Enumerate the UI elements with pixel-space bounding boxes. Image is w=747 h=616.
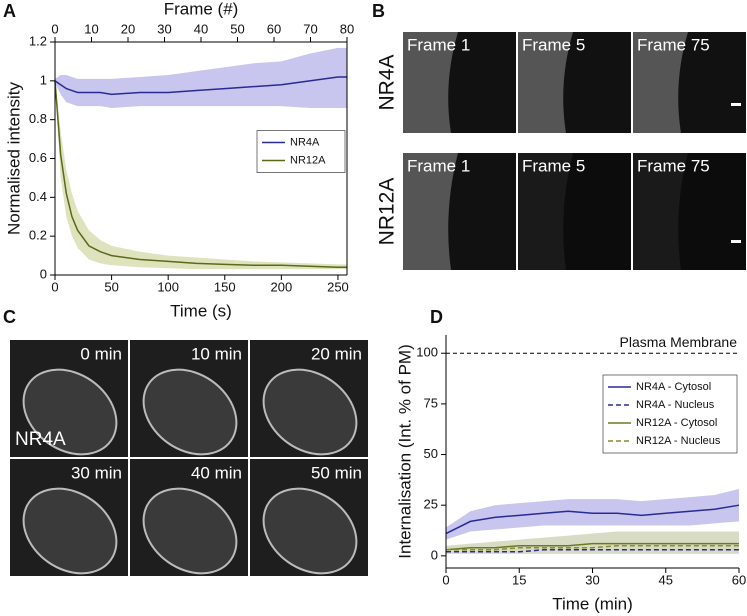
y-tick-label: 50 bbox=[424, 446, 438, 461]
legend-label: NR4A - Cytosol bbox=[636, 381, 711, 393]
time-label: 40 min bbox=[191, 463, 242, 482]
x-tick-label: 50 bbox=[104, 279, 118, 294]
cell bbox=[262, 368, 358, 456]
x-tick-label: 0 bbox=[442, 572, 449, 587]
x-axis-title: Time (min) bbox=[552, 594, 633, 613]
error-band bbox=[55, 78, 347, 270]
x2-tick-label: 60 bbox=[267, 21, 281, 36]
error-band bbox=[446, 488, 739, 540]
y-tick-label: 0 bbox=[40, 266, 47, 281]
cell-region bbox=[448, 153, 516, 270]
y-tick-label: 0.8 bbox=[29, 111, 47, 126]
frame-label: Frame 5 bbox=[522, 35, 585, 54]
x2-tick-label: 20 bbox=[121, 21, 135, 36]
cell-label: NR4A bbox=[15, 429, 66, 450]
panel-label: C bbox=[3, 307, 16, 327]
y-tick-label: 1 bbox=[40, 72, 47, 87]
panel-label: A bbox=[3, 1, 16, 21]
scale-bar bbox=[731, 103, 741, 106]
cell-region bbox=[563, 32, 631, 133]
x2-tick-label: 30 bbox=[157, 21, 171, 36]
x-tick-label: 250 bbox=[327, 279, 349, 294]
y-tick-label: 0 bbox=[431, 547, 438, 562]
x2-tick-label: 50 bbox=[230, 21, 244, 36]
cell bbox=[142, 487, 238, 575]
x-tick-label: 15 bbox=[512, 572, 526, 587]
reference-label: Plasma Membrane bbox=[620, 334, 738, 350]
x2-tick-label: 40 bbox=[194, 21, 208, 36]
y-axis-title: Normalised intensity bbox=[4, 81, 23, 235]
legend-label: NR12A bbox=[290, 154, 326, 166]
frame-label: Frame 1 bbox=[407, 156, 470, 175]
x2-tick-label: 70 bbox=[303, 21, 317, 36]
x2-tick-label: 80 bbox=[340, 21, 354, 36]
time-label: 30 min bbox=[71, 463, 122, 482]
y-tick-label: 0.2 bbox=[29, 228, 47, 243]
row-label: NR12A bbox=[376, 178, 399, 246]
x2-tick-label: 10 bbox=[84, 21, 98, 36]
time-label: 20 min bbox=[311, 344, 362, 363]
cell bbox=[262, 487, 358, 575]
cell bbox=[142, 368, 238, 456]
y-tick-label: 100 bbox=[416, 345, 438, 360]
legend bbox=[602, 374, 738, 454]
line bbox=[445, 542, 739, 551]
panel-label: D bbox=[430, 307, 443, 327]
frame-label: Frame 1 bbox=[407, 35, 470, 54]
x-tick-label: 60 bbox=[732, 572, 746, 587]
x-tick-label: 200 bbox=[271, 279, 293, 294]
x2-axis-title: Frame (#) bbox=[164, 0, 239, 18]
line bbox=[445, 504, 740, 535]
line bbox=[54, 76, 347, 96]
line bbox=[446, 544, 739, 551]
y-tick-label: 0.4 bbox=[29, 189, 47, 204]
cell bbox=[22, 368, 118, 456]
frame-label: Frame 75 bbox=[637, 35, 710, 54]
legend bbox=[256, 130, 346, 173]
y-tick-label: 25 bbox=[424, 497, 438, 512]
error-band bbox=[55, 47, 347, 109]
scale-bar bbox=[325, 585, 349, 588]
time-label: 10 min bbox=[191, 344, 242, 363]
x-tick-label: 30 bbox=[585, 572, 599, 587]
x-tick-label: 150 bbox=[214, 279, 236, 294]
cell-region bbox=[448, 32, 516, 133]
row-label: NR4A bbox=[376, 54, 399, 110]
cell bbox=[22, 487, 118, 575]
cell-region bbox=[563, 153, 631, 270]
line bbox=[446, 549, 739, 553]
legend-label: NR12A - Cytosol bbox=[636, 417, 717, 429]
y-tick-label: 0.6 bbox=[29, 150, 47, 165]
time-label: 50 min bbox=[311, 463, 362, 482]
cell-region bbox=[678, 153, 746, 270]
line bbox=[54, 80, 347, 268]
x-tick-label: 100 bbox=[157, 279, 179, 294]
x-axis-title: Time (s) bbox=[170, 301, 232, 320]
y-axis-title: Internalisation (Int. % of PM) bbox=[395, 344, 414, 558]
y-tick-label: 1.2 bbox=[29, 33, 47, 48]
x2-tick-label: 0 bbox=[51, 21, 58, 36]
frame-label: Frame 75 bbox=[637, 156, 710, 175]
x-tick-label: 0 bbox=[51, 279, 58, 294]
scale-bar bbox=[731, 240, 741, 243]
frame-label: Frame 5 bbox=[522, 156, 585, 175]
legend-label: NR12A - Nucleus bbox=[636, 435, 721, 447]
y-tick-label: 75 bbox=[424, 395, 438, 410]
panel-label: B bbox=[372, 1, 385, 21]
legend-label: NR4A bbox=[290, 136, 320, 148]
legend-label: NR4A - Nucleus bbox=[636, 399, 715, 411]
x-tick-label: 45 bbox=[659, 572, 673, 587]
cell-region bbox=[678, 32, 746, 133]
time-label: 0 min bbox=[80, 344, 122, 363]
